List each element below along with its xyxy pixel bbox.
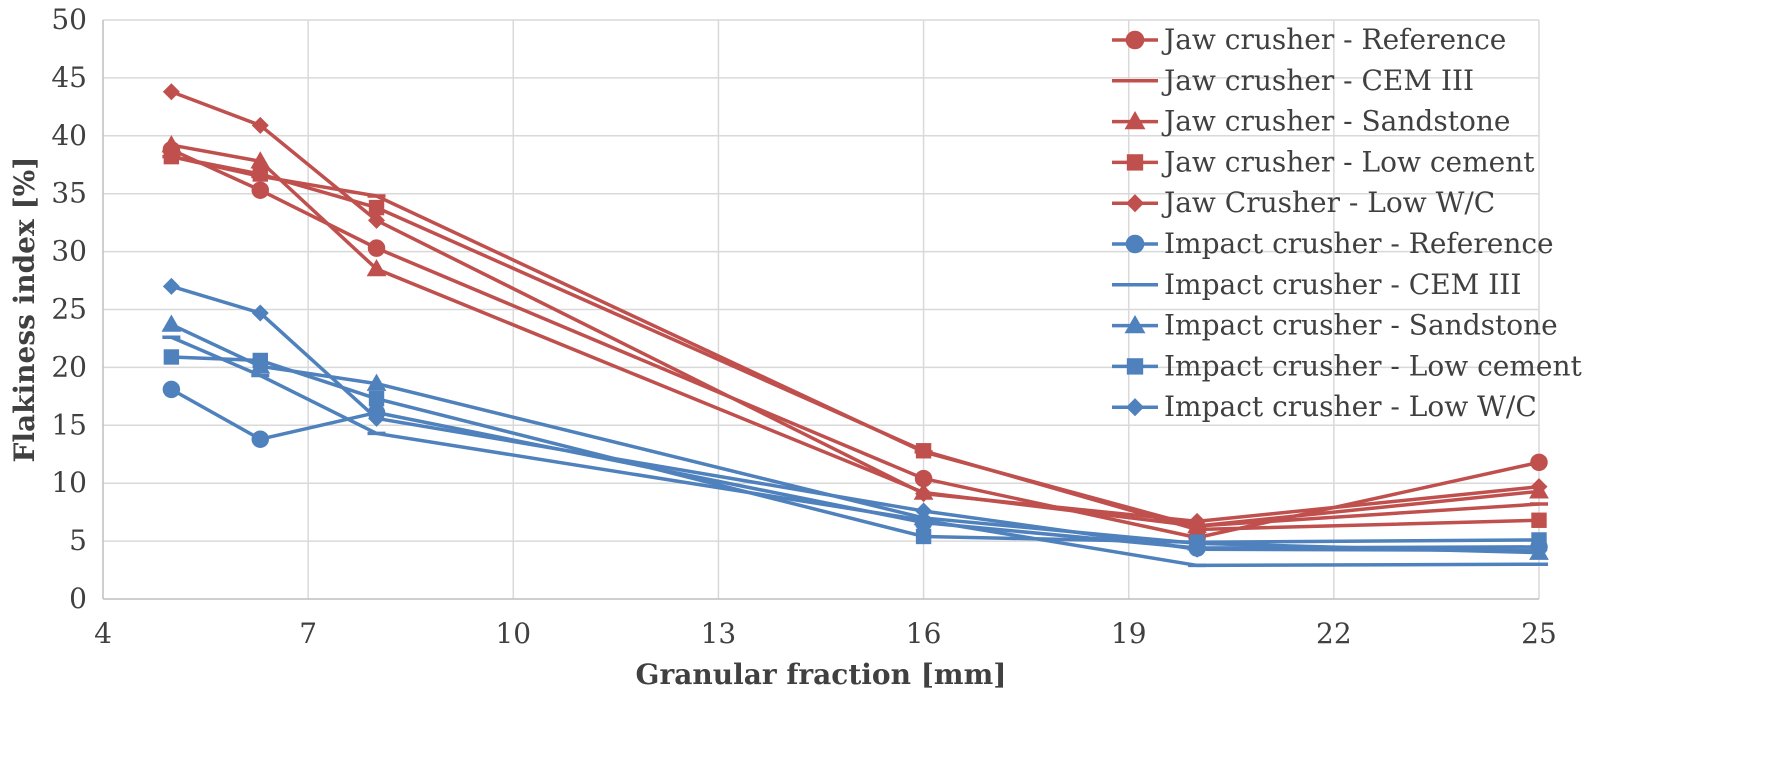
data-point: [251, 430, 270, 448]
x-tick-label: 13: [701, 617, 737, 650]
legend-item: Impact crusher - CEM III: [1112, 268, 1521, 301]
y-tick-label: 25: [51, 293, 87, 326]
y-tick-label: 10: [51, 466, 87, 499]
data-point: [162, 277, 180, 295]
legend-label: Jaw crusher - Low cement: [1161, 145, 1535, 178]
axes: 0 5 10 15 20 25 30 35 40 45 50 4 7 10 13 16 19 22 25: [51, 3, 1556, 650]
x-tick-label: 22: [1316, 617, 1352, 650]
data-point: [915, 443, 932, 459]
y-tick-label: 5: [69, 524, 87, 557]
y-tick-label: 40: [51, 119, 87, 152]
legend-label: Jaw crusher - CEM III: [1161, 64, 1474, 97]
y-tick-label: 15: [51, 408, 87, 441]
legend-marker: [1124, 110, 1146, 130]
data-point: [251, 304, 269, 322]
x-tick-label: 7: [299, 617, 317, 650]
legend-label: Impact crusher - Low W/C: [1164, 390, 1537, 423]
legend-marker: [1124, 314, 1146, 334]
data-point: [252, 166, 268, 182]
legend-marker: [1126, 154, 1144, 171]
y-tick-label: 35: [51, 177, 87, 210]
x-tick-label: 4: [94, 617, 112, 650]
legend-marker: [1125, 398, 1145, 417]
x-tick-label: 25: [1521, 617, 1557, 650]
data-point: [367, 239, 386, 257]
data-point: [368, 390, 385, 407]
legend-item: Jaw crusher - Sandstone: [1112, 105, 1510, 138]
data-point: [915, 528, 932, 545]
y-tick-label: 0: [69, 582, 87, 615]
legend-label: Jaw crusher - Sandstone: [1161, 105, 1510, 138]
data-point: [1530, 478, 1548, 496]
data-point: [163, 148, 180, 165]
x-tick-label: 19: [1111, 617, 1147, 650]
x-axis-title: Granular fraction [mm]: [636, 658, 1007, 691]
data-point: [252, 352, 268, 369]
series-9: [162, 277, 1548, 559]
data-point: [915, 502, 933, 520]
legend-item: Jaw crusher - Low cement: [1112, 145, 1535, 178]
legend-label: Jaw Crusher - Low W/C: [1161, 186, 1495, 219]
legend-item: Jaw Crusher - Low W/C: [1112, 186, 1495, 219]
legend-label: Impact crusher - Reference: [1164, 227, 1554, 260]
legend: Jaw crusher - Reference Jaw crusher - CEM…: [1112, 23, 1583, 423]
data-point: [162, 83, 180, 101]
data-point: [163, 349, 180, 365]
legend-label: Impact crusher - Sandstone: [1164, 309, 1558, 342]
y-tick-label: 30: [51, 235, 87, 268]
legend-label: Impact crusher - CEM III: [1164, 268, 1521, 301]
data-point: [366, 373, 387, 391]
legend-item: Impact crusher - Low cement: [1112, 349, 1583, 382]
series-line: [171, 154, 1540, 532]
x-tick-label: 10: [495, 617, 531, 650]
series-line: [170, 284, 1540, 553]
legend-item: Impact crusher - Low W/C: [1112, 390, 1537, 423]
data-point: [1188, 512, 1206, 530]
data-point: [1530, 453, 1548, 472]
series-lines: [161, 83, 1549, 568]
series-4: [162, 83, 1548, 530]
legend-label: Jaw crusher - Reference: [1161, 23, 1506, 56]
legend-item: Impact crusher - Reference: [1112, 227, 1554, 260]
series-line: [171, 355, 1540, 545]
data-point: [251, 116, 269, 134]
y-tick-label: 45: [51, 61, 87, 94]
y-tick-label: 20: [51, 350, 87, 383]
data-point: [162, 380, 181, 399]
legend-marker: [1125, 234, 1145, 254]
series-line: [170, 148, 1540, 540]
legend-item: Jaw crusher - CEM III: [1112, 64, 1474, 97]
series-line: [170, 90, 1540, 524]
series-line: [171, 143, 1540, 528]
series-8: [163, 349, 1547, 550]
data-point: [366, 258, 387, 277]
y-axis-title: Flakiness index [%]: [8, 156, 41, 462]
x-tick-label: 16: [906, 617, 942, 650]
data-point: [915, 485, 933, 503]
data-point: [1531, 512, 1547, 528]
data-point: [161, 314, 182, 332]
legend-label: Impact crusher - Low cement: [1164, 349, 1583, 382]
legend-item: Jaw crusher - Reference: [1112, 23, 1506, 56]
series-line: [171, 154, 1540, 528]
y-tick-label: 50: [51, 3, 87, 36]
series-line: [170, 335, 1540, 568]
data-point: [1188, 540, 1206, 558]
data-point: [251, 181, 270, 199]
data-point: [368, 409, 386, 427]
legend-marker: [1125, 194, 1145, 213]
legend-item: Impact crusher - Sandstone: [1112, 309, 1558, 342]
legend-marker: [1126, 358, 1144, 375]
legend-marker: [1125, 30, 1145, 50]
data-point: [1530, 541, 1548, 559]
data-point: [368, 211, 386, 229]
